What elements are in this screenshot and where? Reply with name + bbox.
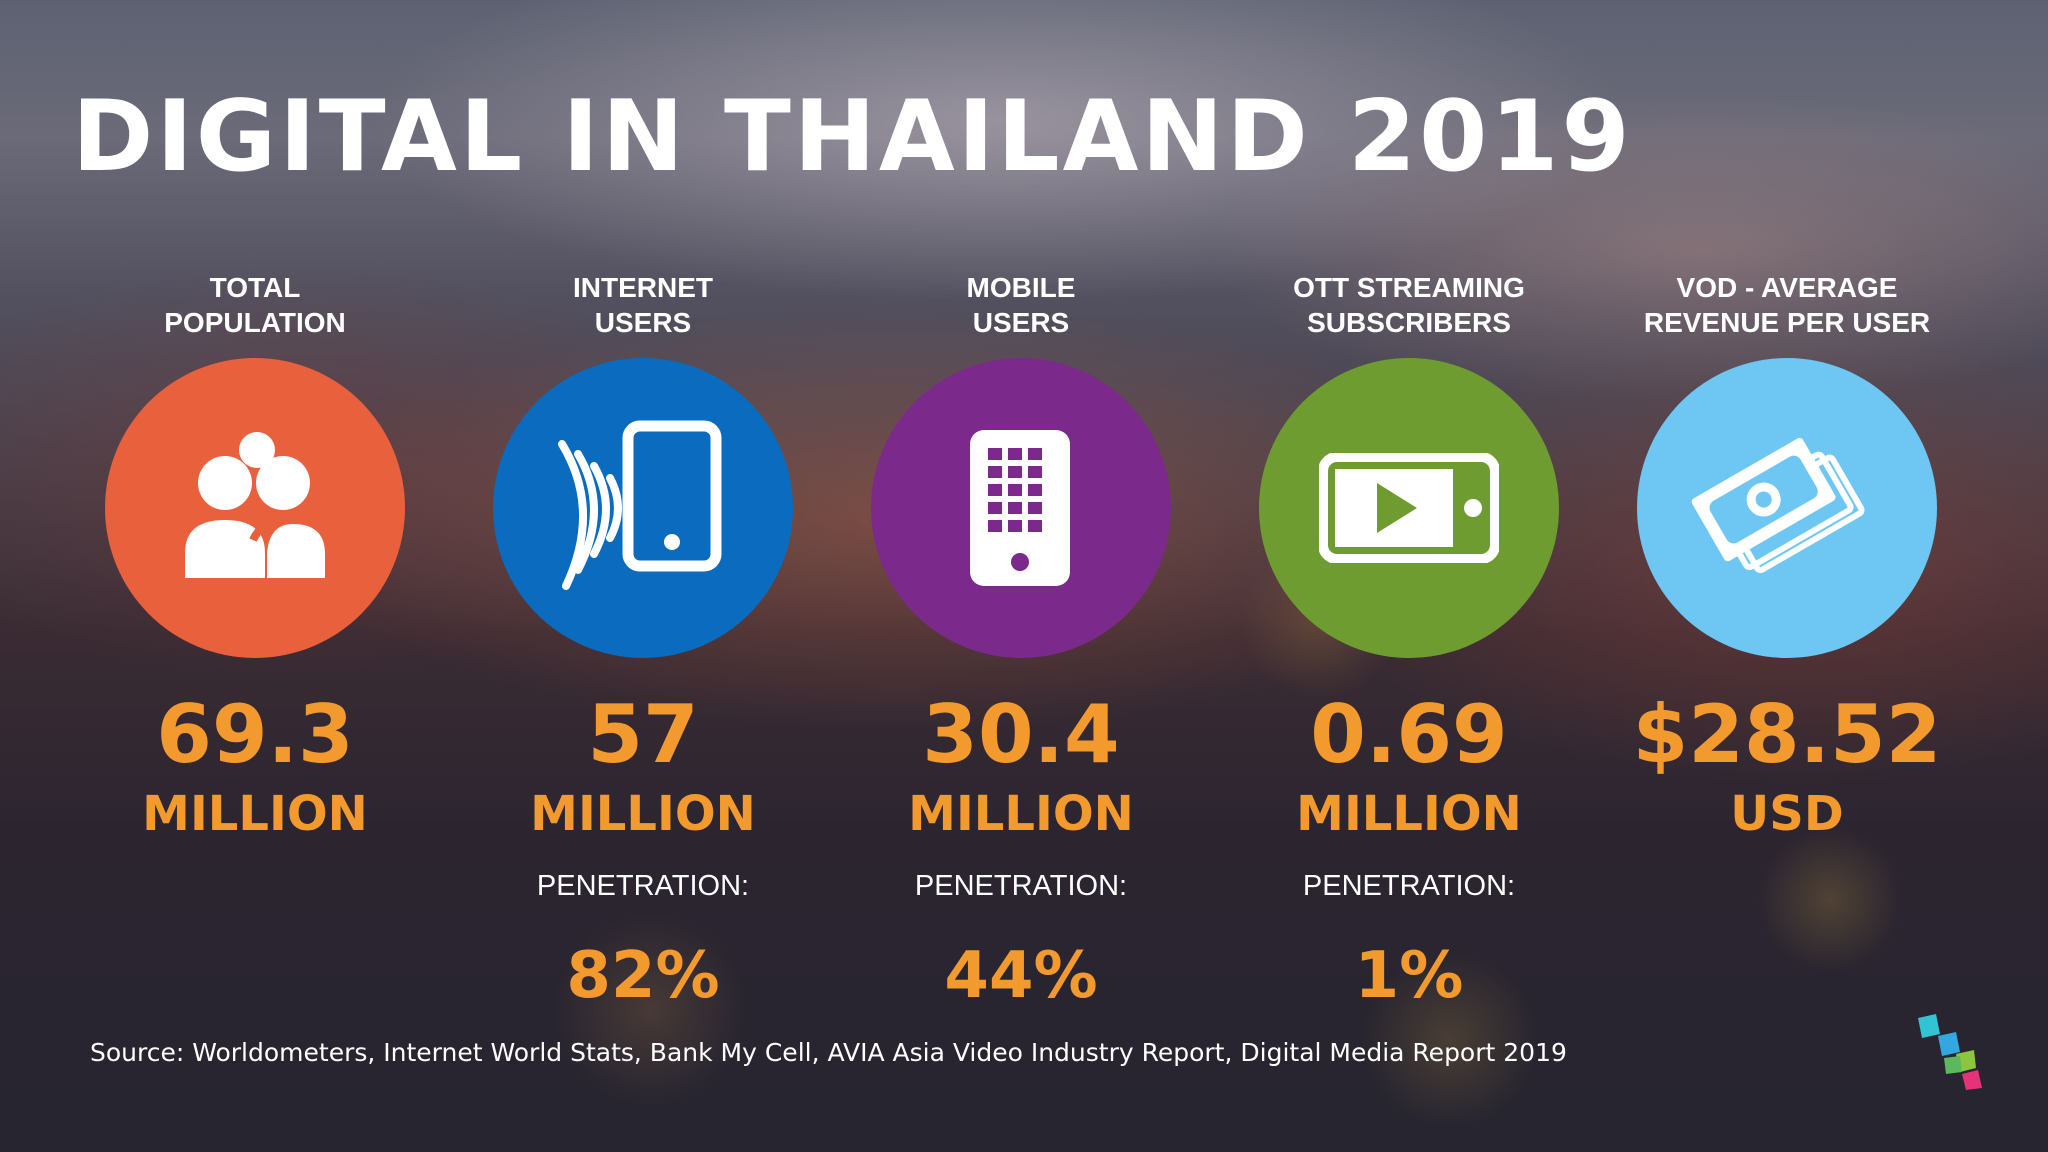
stat-label: VOD - AVERAGE REVENUE PER USER bbox=[1622, 270, 1952, 340]
stat-label: OTT STREAMING SUBSCRIBERS bbox=[1244, 270, 1574, 340]
stat-label-line2: USERS bbox=[594, 307, 692, 338]
stat-value: 0.69 bbox=[1310, 688, 1508, 781]
penetration-value: 44% bbox=[944, 939, 1098, 1013]
stat-vod-arpu: VOD - AVERAGE REVENUE PER USER $28.52 US… bbox=[1622, 0, 1952, 1152]
stat-label-line1: MOBILE bbox=[966, 272, 1076, 303]
penetration-label: PENETRATION: bbox=[1302, 870, 1516, 902]
stat-total-population: TOTAL POPULATION 69.3 MILLION bbox=[90, 0, 420, 1152]
page-title: DIGITAL IN THAILAND 2019 bbox=[72, 80, 1633, 194]
stat-label-line2: POPULATION bbox=[164, 307, 346, 338]
mobile-phone-icon bbox=[871, 358, 1171, 658]
stat-value: 57 bbox=[587, 688, 699, 781]
stat-unit: MILLION bbox=[142, 786, 368, 842]
stat-label-line1: INTERNET bbox=[573, 272, 713, 303]
stat-label: TOTAL POPULATION bbox=[90, 270, 420, 340]
people-icon bbox=[105, 358, 405, 658]
stat-label-line1: VOD - AVERAGE bbox=[1676, 272, 1898, 303]
stat-value: $28.52 bbox=[1632, 688, 1942, 781]
stat-label: MOBILE USERS bbox=[856, 270, 1186, 340]
stat-label-line2: REVENUE PER USER bbox=[1643, 307, 1931, 338]
stat-label-line1: OTT STREAMING bbox=[1293, 272, 1525, 303]
penetration-label: PENETRATION: bbox=[914, 870, 1128, 902]
stat-unit: USD bbox=[1730, 786, 1844, 842]
video-player-icon bbox=[1259, 358, 1559, 658]
stat-unit: MILLION bbox=[908, 786, 1134, 842]
source-citation: Source: Worldometers, Internet World Sta… bbox=[90, 1038, 1567, 1067]
stat-internet-users: INTERNET USERS 57 MILLION PENETRATION: 8… bbox=[478, 0, 808, 1152]
stat-value: 30.4 bbox=[922, 688, 1120, 781]
stat-mobile-users: MOBILE USERS 30.4 MILLION PENETRATION: 4… bbox=[856, 0, 1186, 1152]
money-stack-icon bbox=[1637, 358, 1937, 658]
penetration-value: 1% bbox=[1354, 939, 1464, 1013]
penetration-value: 82% bbox=[566, 939, 720, 1013]
cube-logo-icon bbox=[1910, 1012, 1990, 1092]
stat-ott-streaming: OTT STREAMING SUBSCRIBERS 0.69 MILLION P… bbox=[1244, 0, 1574, 1152]
stat-unit: MILLION bbox=[1296, 786, 1522, 842]
stat-label-line1: TOTAL bbox=[209, 272, 301, 303]
smartphone-signal-icon bbox=[493, 358, 793, 658]
stat-unit: MILLION bbox=[530, 786, 756, 842]
penetration-label: PENETRATION: bbox=[536, 870, 750, 902]
stat-label-line2: SUBSCRIBERS bbox=[1307, 307, 1511, 338]
stat-label: INTERNET USERS bbox=[478, 270, 808, 340]
stat-label-line2: USERS bbox=[972, 307, 1070, 338]
stat-value: 69.3 bbox=[156, 688, 354, 781]
